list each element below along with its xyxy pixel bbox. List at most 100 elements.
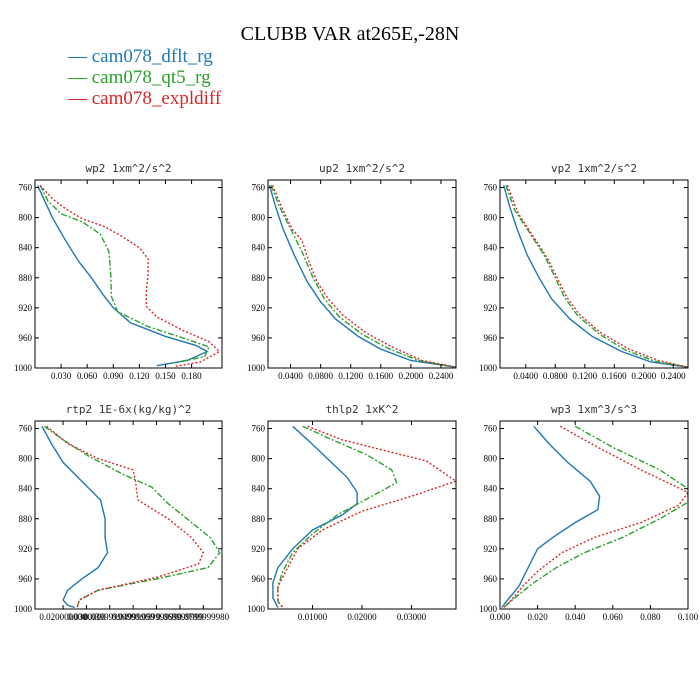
x-tick-label-thlp2: 0.02000 bbox=[347, 612, 377, 622]
y-tick-label-vp2: 880 bbox=[484, 273, 498, 283]
plot-frame-wp3 bbox=[499, 420, 689, 610]
figure-title: CLUBB VAR at265E,-28N bbox=[241, 23, 460, 45]
y-tick-label-wp2: 800 bbox=[19, 213, 33, 223]
series-line-thlp2-1 bbox=[277, 425, 398, 608]
y-tick-label-rtp2: 920 bbox=[19, 544, 33, 554]
panel-title-up2: up2 1xm^2/s^2 bbox=[319, 162, 405, 175]
y-tick-label-thlp2: 800 bbox=[252, 454, 266, 464]
y-tick-label-wp3: 840 bbox=[484, 484, 498, 494]
panel-title-wp2: wp2 1xm^2/s^2 bbox=[85, 162, 171, 175]
series-line-rtp2-2 bbox=[46, 425, 205, 608]
y-tick-label-rtp2: 1000 bbox=[14, 604, 33, 614]
y-tick-label-thlp2: 880 bbox=[252, 514, 266, 524]
legend-entry-dflt: — cam078_dflt_rg bbox=[67, 46, 213, 67]
y-tick-label-thlp2: 920 bbox=[252, 544, 266, 554]
x-tick-label-up2: 0.2400 bbox=[429, 371, 454, 381]
series-line-up2-2 bbox=[271, 185, 456, 368]
x-tick-label-rtp2: 0.0300000 bbox=[67, 612, 106, 622]
series-line-wp3-0 bbox=[501, 425, 601, 608]
y-tick-label-wp2: 1000 bbox=[14, 363, 33, 373]
x-tick-label-rtp2: 0.0399999999 bbox=[84, 612, 136, 622]
y-tick-label-up2: 800 bbox=[252, 213, 266, 223]
series-line-thlp2-2 bbox=[277, 425, 456, 608]
y-tick-label-vp2: 840 bbox=[484, 243, 498, 253]
x-tick-label-vp2: 0.2000 bbox=[631, 371, 656, 381]
y-tick-label-wp2: 760 bbox=[19, 183, 33, 193]
y-tick-label-thlp2: 1000 bbox=[247, 604, 266, 614]
x-tick-label-up2: 0.0400 bbox=[278, 371, 303, 381]
x-tick-label-wp2: 0.120 bbox=[129, 371, 150, 381]
series-line-vp2-0 bbox=[503, 185, 688, 368]
x-tick-label-vp2: 0.0800 bbox=[543, 371, 568, 381]
series-group-rtp2 bbox=[41, 425, 221, 609]
y-tick-label-wp3: 880 bbox=[484, 514, 498, 524]
x-tick-label-thlp2: 0.03000 bbox=[397, 612, 427, 622]
y-tick-label-wp2: 920 bbox=[19, 303, 33, 313]
series-line-vp2-2 bbox=[506, 185, 688, 368]
y-tick-label-up2: 880 bbox=[252, 273, 266, 283]
x-tick-label-vp2: 0.1200 bbox=[572, 371, 597, 381]
y-tick-label-rtp2: 800 bbox=[19, 454, 33, 464]
x-tick-label-up2: 0.1200 bbox=[338, 371, 363, 381]
x-tick-label-wp3: 0.060 bbox=[603, 612, 624, 622]
y-tick-label-up2: 840 bbox=[252, 243, 266, 253]
y-tick-label-up2: 1000 bbox=[247, 363, 266, 373]
panel-rtp2: rtp2 1E-6x(kg/kg)^2 760 800 840 880 920 960 100… bbox=[14, 403, 230, 622]
panel-vp2: vp2 1xm^2/s^2 760 800 840 880 920 960 1000 0.040… bbox=[479, 162, 689, 381]
plot-frame-rtp2 bbox=[34, 420, 223, 610]
y-tick-label-vp2: 1000 bbox=[479, 363, 498, 373]
y-tick-label-wp2: 880 bbox=[19, 273, 33, 283]
series-group-thlp2 bbox=[272, 425, 456, 608]
x-tick-label-thlp2: 0.01000 bbox=[298, 612, 328, 622]
x-tick-label-vp2: 0.0400 bbox=[513, 371, 538, 381]
x-tick-label-rtp2: 0.05999999 bbox=[135, 612, 178, 622]
x-tick-label-wp3: 0.100 bbox=[678, 612, 699, 622]
y-tick-label-wp3: 920 bbox=[484, 544, 498, 554]
series-group-vp2 bbox=[503, 185, 688, 368]
panel-title-vp2: vp2 1xm^2/s^2 bbox=[551, 162, 637, 175]
panel-grid: wp2 1xm^2/s^2 760 800 840 880 920 960 1000 0.030… bbox=[14, 162, 699, 622]
x-tick-label-rtp2: 0.069999999 bbox=[156, 612, 204, 622]
panel-title-thlp2: thlp2 1xK^2 bbox=[326, 403, 399, 416]
x-tick-label-wp3: 0.080 bbox=[640, 612, 661, 622]
y-tick-label-wp3: 760 bbox=[484, 424, 498, 434]
x-tick-label-vp2: 0.1600 bbox=[602, 371, 627, 381]
panel-wp2: wp2 1xm^2/s^2 760 800 840 880 920 960 1000 0.030… bbox=[14, 162, 223, 381]
y-tick-label-rtp2: 960 bbox=[19, 574, 33, 584]
y-tick-label-wp3: 800 bbox=[484, 454, 498, 464]
y-tick-label-wp3: 1000 bbox=[479, 604, 498, 614]
series-line-thlp2-0 bbox=[272, 425, 358, 608]
series-line-up2-0 bbox=[268, 185, 456, 368]
series-line-wp2-2 bbox=[39, 184, 221, 368]
y-tick-label-rtp2: 840 bbox=[19, 484, 33, 494]
plot-frame-thlp2 bbox=[267, 420, 457, 610]
legend-entry-qt5: — cam078_qt5_rg bbox=[67, 67, 211, 88]
series-group-wp3 bbox=[501, 425, 688, 609]
series-group-wp2 bbox=[36, 184, 221, 368]
x-tick-label-wp2: 0.180 bbox=[181, 371, 202, 381]
y-tick-label-vp2: 960 bbox=[484, 333, 498, 343]
panel-title-rtp2: rtp2 1E-6x(kg/kg)^2 bbox=[66, 403, 192, 416]
y-tick-label-up2: 760 bbox=[252, 183, 266, 193]
legend: — cam078_dflt_rg — cam078_qt5_rg — cam07… bbox=[67, 46, 222, 109]
y-tick-label-up2: 920 bbox=[252, 303, 266, 313]
series-line-up2-1 bbox=[270, 185, 456, 368]
x-tick-label-wp3: 0.020 bbox=[527, 612, 548, 622]
series-line-wp3-2 bbox=[503, 425, 688, 608]
x-tick-label-up2: 0.2000 bbox=[399, 371, 424, 381]
y-tick-label-thlp2: 760 bbox=[252, 424, 266, 434]
x-tick-label-rtp2: 0.020000000 bbox=[39, 612, 87, 622]
y-tick-label-vp2: 760 bbox=[484, 183, 498, 193]
y-tick-label-rtp2: 880 bbox=[19, 514, 33, 524]
series-line-wp3-1 bbox=[503, 425, 688, 609]
y-tick-label-vp2: 920 bbox=[484, 303, 498, 313]
y-tick-label-vp2: 800 bbox=[484, 213, 498, 223]
series-line-wp2-0 bbox=[36, 185, 209, 367]
x-tick-label-wp3: 0.000 bbox=[490, 612, 511, 622]
panel-wp3: wp3 1xm^3/s^3 760 800 840 880 920 960 10000.000… bbox=[479, 403, 699, 622]
series-line-rtp2-1 bbox=[43, 425, 221, 608]
y-tick-label-wp2: 960 bbox=[19, 333, 33, 343]
y-tick-label-thlp2: 840 bbox=[252, 484, 266, 494]
panel-thlp2: thlp2 1xK^2 760 800 840 880 920 960 1000 0.01000… bbox=[247, 403, 457, 622]
